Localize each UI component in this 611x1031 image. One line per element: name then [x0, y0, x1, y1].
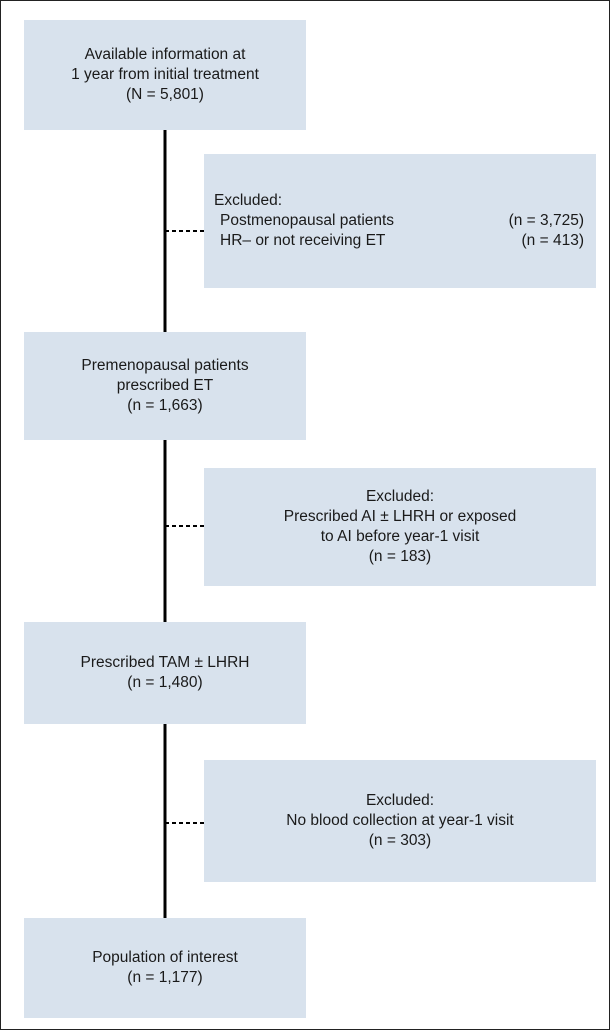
box-text: (n = 1,177)	[127, 969, 203, 986]
box-text: to AI before year-1 visit	[320, 528, 480, 545]
exclusion-box: Excluded: No blood collection at year-1 …	[204, 760, 596, 882]
box-title: Excluded:	[214, 192, 283, 209]
box-text: (n = 1,480)	[127, 674, 203, 691]
step-box: Prescribed TAM ± LHRH (n = 1,480)	[24, 622, 306, 724]
row-label: HR– or not receiving ET	[220, 232, 386, 249]
box-text: (N = 5,801)	[126, 86, 204, 103]
box-text: Excluded:	[365, 792, 435, 809]
box-text: Population of interest	[92, 949, 238, 966]
box-text: Prescribed AI ± LHRH or exposed	[283, 508, 517, 525]
exclusion-row: HR– or not receiving ET (n = 413)	[214, 231, 584, 251]
exclusion-row: Postmenopausal patients (n = 3,725)	[214, 211, 584, 231]
exclusion-box: Excluded: Prescribed AI ± LHRH or expose…	[204, 468, 596, 586]
box-text: Premenopausal patients	[81, 357, 249, 374]
step-box: Population of interest (n = 1,177)	[24, 918, 306, 1018]
step-box: Premenopausal patients prescribed ET (n …	[24, 332, 306, 440]
box-text: 1 year from initial treatment	[71, 66, 259, 83]
step-box: Available information at 1 year from ini…	[24, 20, 306, 130]
box-text: Excluded:	[365, 488, 435, 505]
row-label: Postmenopausal patients	[220, 212, 395, 229]
box-text: (n = 1,663)	[127, 397, 203, 414]
box-text: No blood collection at year-1 visit	[286, 812, 514, 829]
box-text: prescribed ET	[116, 377, 214, 394]
box-text: (n = 303)	[368, 832, 432, 849]
row-count: (n = 3,725)	[508, 212, 584, 229]
box-text: (n = 183)	[368, 548, 432, 565]
box-text: Prescribed TAM ± LHRH	[80, 654, 250, 671]
exclusion-box: Excluded: Postmenopausal patients (n = 3…	[204, 154, 596, 288]
row-count: (n = 413)	[521, 232, 584, 249]
box-text: Available information at	[84, 46, 246, 63]
